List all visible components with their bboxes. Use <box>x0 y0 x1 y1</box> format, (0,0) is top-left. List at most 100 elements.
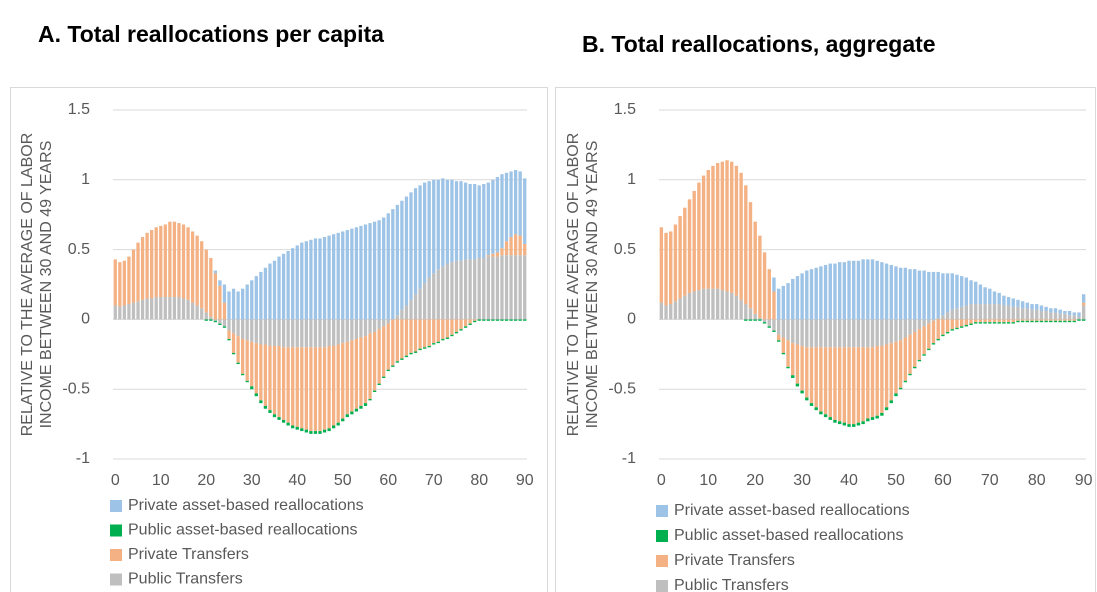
y-tick-label: 0 <box>627 311 636 328</box>
bar-segment <box>945 319 950 332</box>
bar-segment <box>1016 306 1020 320</box>
bar-segment <box>833 419 837 423</box>
bar-segment <box>852 347 856 425</box>
bar-segment <box>974 322 978 324</box>
bar-segment <box>332 345 336 426</box>
legend-label: Public Transfers <box>128 571 243 588</box>
bar-segment <box>1049 312 1053 320</box>
bar-segment <box>227 291 231 320</box>
bar-segment <box>491 179 495 254</box>
bar-segment <box>382 217 386 320</box>
bar-segment <box>482 319 486 321</box>
bar-segment <box>1002 322 1006 324</box>
bar-segment <box>236 319 240 337</box>
bar-segment <box>659 227 664 303</box>
bar-segment <box>350 319 354 341</box>
bar-segment <box>473 320 477 323</box>
bar-segment <box>354 227 359 320</box>
bar-segment <box>772 330 776 332</box>
bar-segment <box>1039 305 1044 312</box>
bar-segment <box>837 262 842 320</box>
bar-segment <box>720 290 725 320</box>
bar-segment <box>304 241 308 320</box>
bar-segment <box>1049 319 1053 321</box>
bar-segment <box>842 347 847 423</box>
bar-segment <box>432 343 436 345</box>
legend-swatch <box>110 549 122 561</box>
bar-segment <box>295 319 299 348</box>
bar-segment <box>259 271 263 320</box>
bar-segment <box>683 295 687 320</box>
bar-segment <box>786 340 790 367</box>
bar-segment <box>1063 311 1067 314</box>
bar-segment <box>1016 320 1020 323</box>
bar-segment <box>833 347 837 420</box>
bar-segment <box>669 304 673 320</box>
bar-segment <box>781 285 786 320</box>
bar-segment <box>250 386 254 390</box>
bar-segment <box>1035 304 1039 310</box>
bar-segment <box>218 323 222 325</box>
bar-segment <box>372 319 377 332</box>
bar-segment <box>409 352 413 355</box>
bar-segment <box>1067 320 1072 323</box>
legend-label: Public asset-based reallocations <box>128 522 357 539</box>
bar-segment <box>190 302 195 320</box>
bar-segment <box>436 319 440 342</box>
bar-segment <box>983 287 987 305</box>
bar-segment <box>422 182 427 284</box>
bar-segment <box>359 319 363 338</box>
bar-segment <box>277 256 281 320</box>
bar-segment <box>805 397 809 401</box>
bar-segment <box>955 319 959 328</box>
bar-segment <box>669 231 673 305</box>
bar-segment <box>1072 312 1076 316</box>
bar-segment <box>781 352 786 355</box>
bar-segment <box>213 319 218 321</box>
x-tick-label: 40 <box>840 472 858 489</box>
bar-segment <box>236 291 240 320</box>
bar-segment <box>263 267 268 320</box>
bar-segment <box>744 319 748 321</box>
y-tick-label: 1 <box>627 171 636 188</box>
bar-segment <box>861 319 865 348</box>
bar-segment <box>917 319 922 330</box>
bar-segment <box>427 181 431 278</box>
x-tick-label: 20 <box>746 472 764 489</box>
bar-segment <box>332 234 336 320</box>
bar-segment <box>468 183 472 260</box>
legend-label: Private asset-based reallocations <box>128 497 364 514</box>
bar-segment <box>795 344 800 384</box>
bar-segment <box>795 383 800 387</box>
bar-segment <box>281 319 286 348</box>
bar-segment <box>277 319 281 346</box>
bar-segment <box>852 260 856 320</box>
bar-segment <box>748 202 753 309</box>
bar-segment <box>359 405 363 409</box>
bar-segment <box>898 319 903 341</box>
y-tick-label: 1.5 <box>68 101 90 118</box>
bar-segment <box>409 299 413 320</box>
bar-segment <box>814 407 818 411</box>
bar-segment <box>136 301 140 320</box>
bar-segment <box>473 183 477 260</box>
bar-segment <box>209 316 213 320</box>
bar-segment <box>236 362 240 365</box>
bar-segment <box>436 341 440 344</box>
bar-segment <box>259 400 263 404</box>
bar-segment <box>523 178 527 245</box>
bar-segment <box>753 313 757 320</box>
y-axis-title-line: RELATIVE TO THE AVERAGE OF LABOR <box>565 133 582 437</box>
y-tick-label: 0.5 <box>68 241 90 258</box>
bar-segment <box>861 259 865 320</box>
bar-segment <box>318 238 322 320</box>
bar-segment <box>692 190 696 292</box>
bar-segment <box>889 343 893 401</box>
bar-segment <box>673 224 678 302</box>
bar-segment <box>837 347 842 422</box>
bar-segment <box>715 163 720 289</box>
bar-segment <box>762 252 767 320</box>
bar-segment <box>368 319 372 334</box>
bar-segment <box>272 345 277 415</box>
bar-segment <box>418 185 422 289</box>
